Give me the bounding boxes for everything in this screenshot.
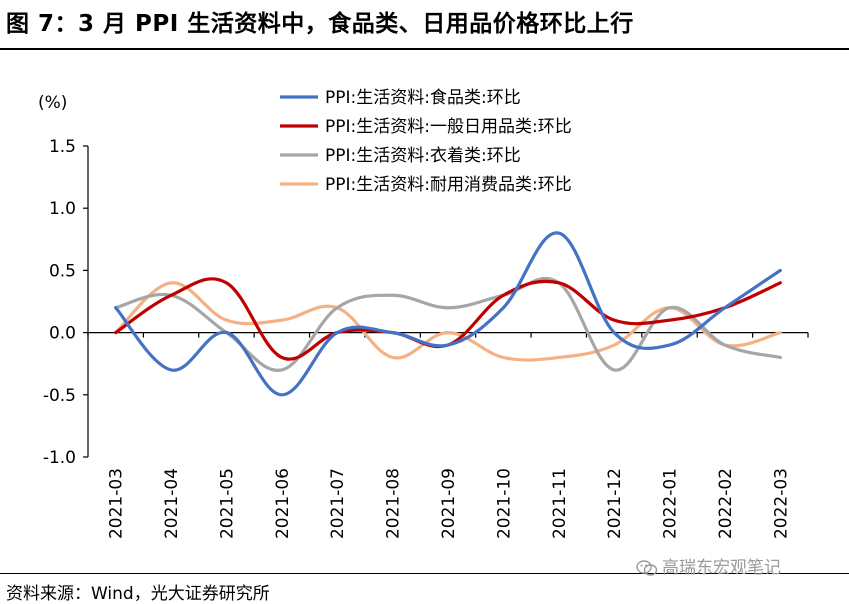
x-tick-label: 2021-03 <box>107 468 127 539</box>
legend-label: PPI:生活资料:一般日用品类:环比 <box>325 117 572 137</box>
y-tick-label: 1.5 <box>49 137 76 157</box>
chart-axes: (%) 1.5 1.0 0.5 0.0 -0.5 -1.0 2021-03 2021-04 202… <box>38 93 809 539</box>
chart-series <box>114 231 782 397</box>
legend-label: PPI:生活资料:食品类:环比 <box>325 88 521 108</box>
legend-item-clothing: PPI:生活资料:衣着类:环比 <box>280 146 521 166</box>
y-tick-label: -0.5 <box>43 386 76 406</box>
series-clothing-line <box>114 276 782 372</box>
wechat-icon <box>636 560 658 576</box>
x-tick-label: 2022-02 <box>716 468 736 539</box>
y-axis-unit-label: (%) <box>38 93 67 113</box>
y-tick-label: 0.5 <box>49 261 76 281</box>
line-chart: (%) 1.5 1.0 0.5 0.0 -0.5 -1.0 2021-03 2021-04 202… <box>38 88 809 539</box>
legend-item-daily-goods: PPI:生活资料:一般日用品类:环比 <box>280 117 572 137</box>
x-tick-label: 2021-05 <box>217 468 237 539</box>
title-divider <box>0 48 849 50</box>
x-tick-label: 2021-04 <box>162 468 182 539</box>
x-tick-label: 2021-08 <box>384 468 404 539</box>
x-tick-label: 2021-11 <box>550 468 570 539</box>
watermark-label: 高瑞东宏观笔记 <box>662 558 781 578</box>
x-tick-label: 2021-07 <box>328 468 348 539</box>
footer-divider <box>0 573 849 574</box>
chart-legend: PPI:生活资料:食品类:环比 PPI:生活资料:一般日用品类:环比 PPI:生活资… <box>280 88 572 195</box>
source-note: 资料来源：Wind，光大证券研究所 <box>6 584 270 604</box>
y-tick-label: 0.0 <box>49 324 76 344</box>
x-tick-label: 2021-06 <box>273 468 293 539</box>
watermark: 高瑞东宏观笔记 <box>636 553 781 578</box>
series-durable-goods-line <box>114 281 782 362</box>
legend-item-food: PPI:生活资料:食品类:环比 <box>280 88 521 108</box>
y-tick-label: -1.0 <box>43 448 76 468</box>
legend-label: PPI:生活资料:衣着类:环比 <box>325 146 521 166</box>
x-tick-label: 2022-03 <box>771 468 791 539</box>
x-tick-label: 2021-09 <box>439 468 459 539</box>
series-daily-goods-line <box>114 277 782 361</box>
x-tick-label: 2021-10 <box>494 468 514 539</box>
legend-label: PPI:生活资料:耐用消费品类:环比 <box>325 175 572 195</box>
y-tick-label: 1.0 <box>49 199 76 219</box>
x-tick-label: 2022-01 <box>661 468 681 539</box>
x-tick-label: 2021-12 <box>605 468 625 539</box>
series-food-line <box>114 231 782 397</box>
legend-item-durable-goods: PPI:生活资料:耐用消费品类:环比 <box>280 175 572 195</box>
page-title: 图 7：3 月 PPI 生活资料中，食品类、日用品价格环比上行 <box>6 11 634 37</box>
